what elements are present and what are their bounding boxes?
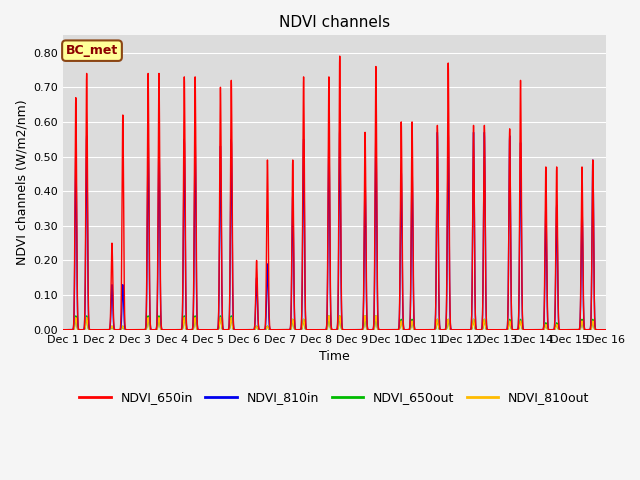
Legend: NDVI_650in, NDVI_810in, NDVI_650out, NDVI_810out: NDVI_650in, NDVI_810in, NDVI_650out, NDV… <box>74 386 595 409</box>
Text: BC_met: BC_met <box>66 44 118 57</box>
Title: NDVI channels: NDVI channels <box>279 15 390 30</box>
Y-axis label: NDVI channels (W/m2/nm): NDVI channels (W/m2/nm) <box>15 100 28 265</box>
X-axis label: Time: Time <box>319 350 349 363</box>
